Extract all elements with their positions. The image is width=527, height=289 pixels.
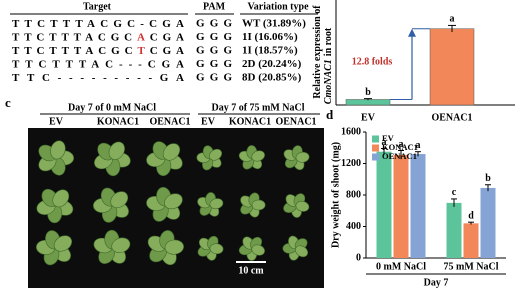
significance-letter: a (450, 14, 455, 25)
significance-letter: a (416, 140, 421, 151)
leaf (251, 199, 266, 211)
legend-swatch (372, 153, 379, 161)
y-tick-label: 800 (346, 189, 361, 200)
leaf (251, 150, 265, 162)
bar (480, 187, 496, 258)
panel-label: c (5, 95, 11, 110)
leaf (111, 237, 131, 253)
variation: WT (31.89%) (242, 18, 306, 30)
leaf (209, 148, 223, 161)
pam: GGG (196, 31, 232, 43)
arrow-head (408, 28, 416, 37)
leaf (53, 235, 73, 252)
pam: GGG (196, 18, 232, 30)
x-axis-label: Day 7 (424, 277, 449, 288)
bar (376, 151, 392, 258)
leaf (209, 243, 224, 255)
y-axis-label: Relative expression ofCmoNAC1 in root (312, 5, 334, 104)
leaf (295, 245, 309, 258)
x-tick-label: EV (361, 112, 376, 123)
variation: 1I (16.06%) (242, 31, 298, 43)
leaf (50, 140, 66, 160)
leaf (108, 141, 125, 160)
legend-label: KONAC1 (382, 142, 418, 152)
sequence-segment: TTCTTTACGC (12, 45, 133, 57)
sequence-segment: T (137, 45, 145, 57)
bar (446, 202, 462, 258)
scale-label: 10 cm (238, 265, 264, 276)
target-sequence: TTCTTTACGC T CGA (12, 45, 184, 57)
variation: 1I (18.57%) (242, 45, 298, 57)
table-header: Target (83, 1, 112, 12)
line-label: KONAC1 (229, 116, 271, 127)
y-tick-label: 0 (356, 252, 361, 263)
legend-swatch (372, 135, 379, 143)
y-label-part: in root (323, 27, 334, 56)
line-label: KONAC1 (97, 116, 139, 127)
sequence-segment: CGA (150, 31, 184, 43)
significance-letter: a (399, 139, 404, 150)
line-label: OENAC1 (275, 116, 316, 127)
sequence-segment: CGA (150, 45, 184, 57)
bar (463, 223, 479, 258)
y-axis-label: Dry weight of shoot (mg) (330, 142, 341, 248)
group-title: Day 7 of 75 mM NaCl (211, 102, 304, 113)
variation: 8D (20.85%) (242, 72, 302, 84)
leaf (251, 244, 265, 256)
legend-label: EV (382, 133, 395, 143)
pam: GGG (196, 58, 232, 70)
leaf (52, 189, 70, 208)
leaf (162, 143, 181, 161)
x-tick-label: OENAC1 (431, 112, 472, 123)
group-title: Day 7 of 0 mM NaCl (68, 102, 156, 113)
line-label: EV (49, 116, 64, 127)
table-header: Variation type (247, 1, 309, 12)
sequence-segment: TTC---------GA (12, 72, 184, 84)
sequence-segment: TTCTTTACGC (12, 31, 132, 43)
variation: 2D (20.24%) (242, 58, 302, 70)
x-tick-label: 0 mM NaCl (376, 261, 426, 272)
leaf (110, 191, 129, 209)
sequence-segment: A (137, 31, 145, 43)
y-label-part: Relative expression of (312, 5, 323, 99)
significance-letter: a (382, 137, 387, 148)
y-tick-label: 400 (346, 221, 361, 232)
sequence-segment: TTCTTTAC---CGA (12, 58, 184, 70)
line-label: EV (201, 116, 216, 127)
legend-swatch (372, 144, 379, 152)
leaf (295, 151, 310, 163)
target-sequence: TTCTTTACGC-CGA (12, 18, 184, 30)
target-sequence: TTCTTTAC---CGA (12, 58, 184, 70)
leaf (164, 193, 183, 210)
significance-letter: c (452, 187, 457, 198)
y-label-part: CmoNAC1 (323, 59, 334, 104)
pam: GGG (196, 45, 232, 57)
fold-annotation: 12.8 folds (352, 56, 393, 67)
bar (410, 154, 426, 258)
leaf (164, 239, 184, 255)
sequence-segment: TTCTTTACGC-CGA (12, 18, 184, 30)
significance-letter: b (485, 173, 491, 184)
leaf (295, 200, 310, 212)
panel-label: d (326, 107, 334, 122)
significance-letter: b (365, 87, 371, 98)
target-sequence: TTCTTTACGC A CGA (12, 31, 184, 43)
target-sequence: TTC---------GA (12, 72, 184, 84)
legend-label: OENAC1 (382, 151, 417, 161)
significance-letter: d (468, 210, 474, 221)
bar (429, 28, 475, 106)
y-tick-label: 1200 (341, 158, 361, 169)
pam: GGG (196, 72, 232, 84)
bar (393, 154, 409, 258)
leaf (209, 198, 224, 210)
y-tick-label: 1600 (341, 126, 361, 137)
table-header: PAM (203, 1, 226, 12)
x-tick-label: 75 mM NaCl (444, 261, 499, 272)
line-label: OENAC1 (149, 116, 190, 127)
